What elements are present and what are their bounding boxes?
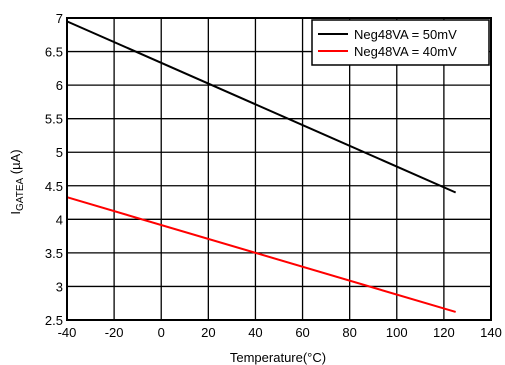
y-axis-label: IGATEA (µA) [8, 149, 26, 214]
y-axis-label-subscript: GATEA [15, 178, 26, 211]
y-tick-label: 3 [56, 279, 63, 294]
y-tick-label: 7 [56, 11, 63, 26]
y-axis-label-main: I [8, 211, 23, 215]
x-tick-label: 80 [342, 325, 356, 340]
y-tick-label: 6 [56, 78, 63, 93]
y-tick-label: 6.5 [45, 45, 63, 60]
x-tick-label: -20 [105, 325, 124, 340]
x-tick-label: -40 [58, 325, 77, 340]
x-tick-label: 140 [480, 325, 502, 340]
x-tick-label: 120 [433, 325, 455, 340]
plot-frame [66, 17, 492, 321]
legend-entry-label: Neg48VA = 50mV [354, 27, 457, 42]
y-tick-label: 2.5 [45, 313, 63, 328]
y-tick-label: 5.5 [45, 112, 63, 127]
tick-labels: -40 -20 0 20 40 60 80 100 120 140 2.5 3 3.5 4 4.5 5 5.5 6… [45, 11, 502, 340]
y-tick-label: 3.5 [45, 246, 63, 261]
x-tick-label: 20 [201, 325, 215, 340]
x-tick-label: 0 [158, 325, 165, 340]
x-axis-label: Temperature(°C) [230, 350, 326, 365]
x-tick-label: 60 [295, 325, 309, 340]
x-tick-label: 100 [386, 325, 408, 340]
y-tick-label: 4 [56, 212, 63, 227]
y-tick-label: 4.5 [45, 179, 63, 194]
y-tick-label: 5 [56, 145, 63, 160]
legend-entry-label: Neg48VA = 40mV [354, 44, 457, 59]
series-line-1 [66, 20, 457, 194]
y-axis-label-suffix: (µA) [8, 149, 23, 177]
x-tick-label: 40 [248, 325, 262, 340]
legend-box [311, 19, 490, 66]
series-line-2 [66, 196, 456, 313]
series-group [66, 20, 457, 313]
legend: Neg48VA = 50mV Neg48VA = 40mV [311, 19, 490, 66]
